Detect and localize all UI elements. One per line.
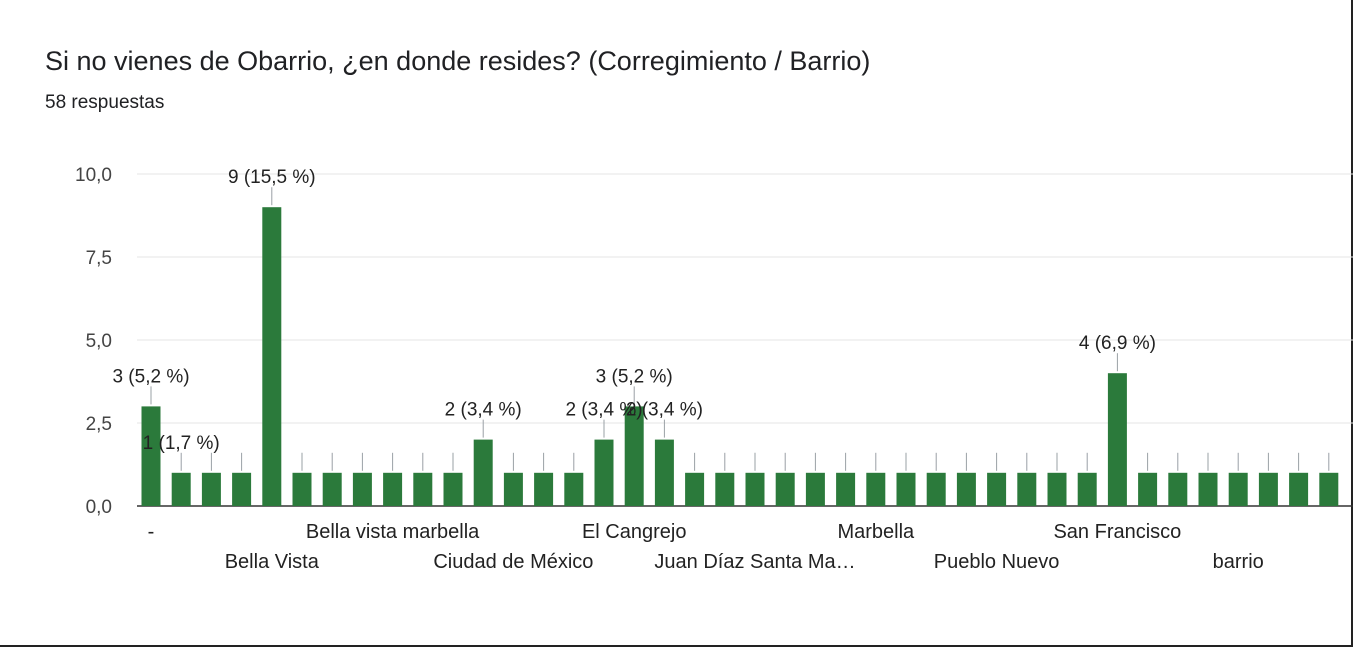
bar <box>1077 472 1097 506</box>
category-label: Ciudad de México <box>433 551 593 573</box>
bar <box>745 472 765 506</box>
bar <box>1138 472 1158 506</box>
bar <box>262 207 282 506</box>
bar <box>896 472 916 506</box>
data-label: 3 (5,2 %) <box>596 366 673 387</box>
response-count: 58 respuestas <box>45 92 165 113</box>
y-tick-label: 5,0 <box>86 331 112 352</box>
bar <box>322 472 342 506</box>
bar <box>1017 472 1037 506</box>
data-labels: 3 (5,2 %)9 (15,5 %)2 (3,4 %) 2 (3,4 %)3 (… <box>112 167 1330 471</box>
y-tick-label: 2,5 <box>86 414 112 435</box>
bar <box>987 472 1007 506</box>
category-label: San Francisco <box>1053 521 1181 543</box>
bar <box>201 472 221 506</box>
bar <box>1047 472 1067 506</box>
category-label: barrio <box>1213 551 1264 573</box>
bar <box>232 472 252 506</box>
bar <box>654 439 674 506</box>
bar <box>383 472 403 506</box>
category-label: Juan Díaz Santa Ma… <box>654 551 855 573</box>
data-label: 1 (1,7 %) <box>143 433 220 454</box>
bar <box>1258 472 1278 506</box>
bar <box>1319 472 1339 506</box>
data-label: 2 (3,4 %) <box>626 400 703 421</box>
bar <box>805 472 825 506</box>
chart-title: Si no vienes de Obarrio, ¿en donde resid… <box>45 46 871 76</box>
category-label: Pueblo Nuevo <box>934 551 1060 573</box>
y-tick-label: 0,0 <box>86 497 112 518</box>
grid-lines <box>137 173 1353 507</box>
bar <box>594 439 614 506</box>
bar <box>473 439 493 506</box>
bar <box>1168 472 1188 506</box>
data-label: 3 (5,2 %) <box>112 366 189 387</box>
bar <box>534 472 554 506</box>
bar <box>775 472 795 506</box>
category-label: Marbella <box>837 521 915 543</box>
data-label: 9 (15,5 %) <box>228 167 316 188</box>
data-label: 2 (3,4 %) <box>445 400 522 421</box>
data-label: 4 (6,9 %) <box>1079 333 1156 354</box>
category-label: - <box>148 521 155 543</box>
category-label: El Cangrejo <box>582 521 687 543</box>
bar <box>1107 373 1127 506</box>
bar <box>171 472 191 506</box>
bars <box>141 207 1339 506</box>
bar <box>564 472 584 506</box>
bar <box>685 472 705 506</box>
bar <box>443 472 463 506</box>
bar <box>956 472 976 506</box>
bar <box>836 472 856 506</box>
bar <box>292 472 312 506</box>
bar <box>352 472 372 506</box>
bar <box>926 472 946 506</box>
bar <box>715 472 735 506</box>
category-label: Bella vista marbella <box>306 521 480 543</box>
category-label: Bella Vista <box>225 551 320 573</box>
category-labels: - Bella Vista Bella vista marbella Ciudad d… <box>148 521 1264 573</box>
bar <box>1198 472 1218 506</box>
y-tick-label: 7,5 <box>86 248 112 269</box>
bar <box>413 472 433 506</box>
bar <box>141 406 161 506</box>
y-axis-ticks: 0,0 2,5 5,0 7,5 10,0 <box>75 165 112 518</box>
data-label: 2 (3,4 %) <box>565 400 642 421</box>
bar <box>624 406 644 506</box>
y-tick-label: 10,0 <box>75 165 112 186</box>
bar <box>1289 472 1309 506</box>
bar <box>866 472 886 506</box>
bar <box>503 472 523 506</box>
bar <box>1228 472 1248 506</box>
